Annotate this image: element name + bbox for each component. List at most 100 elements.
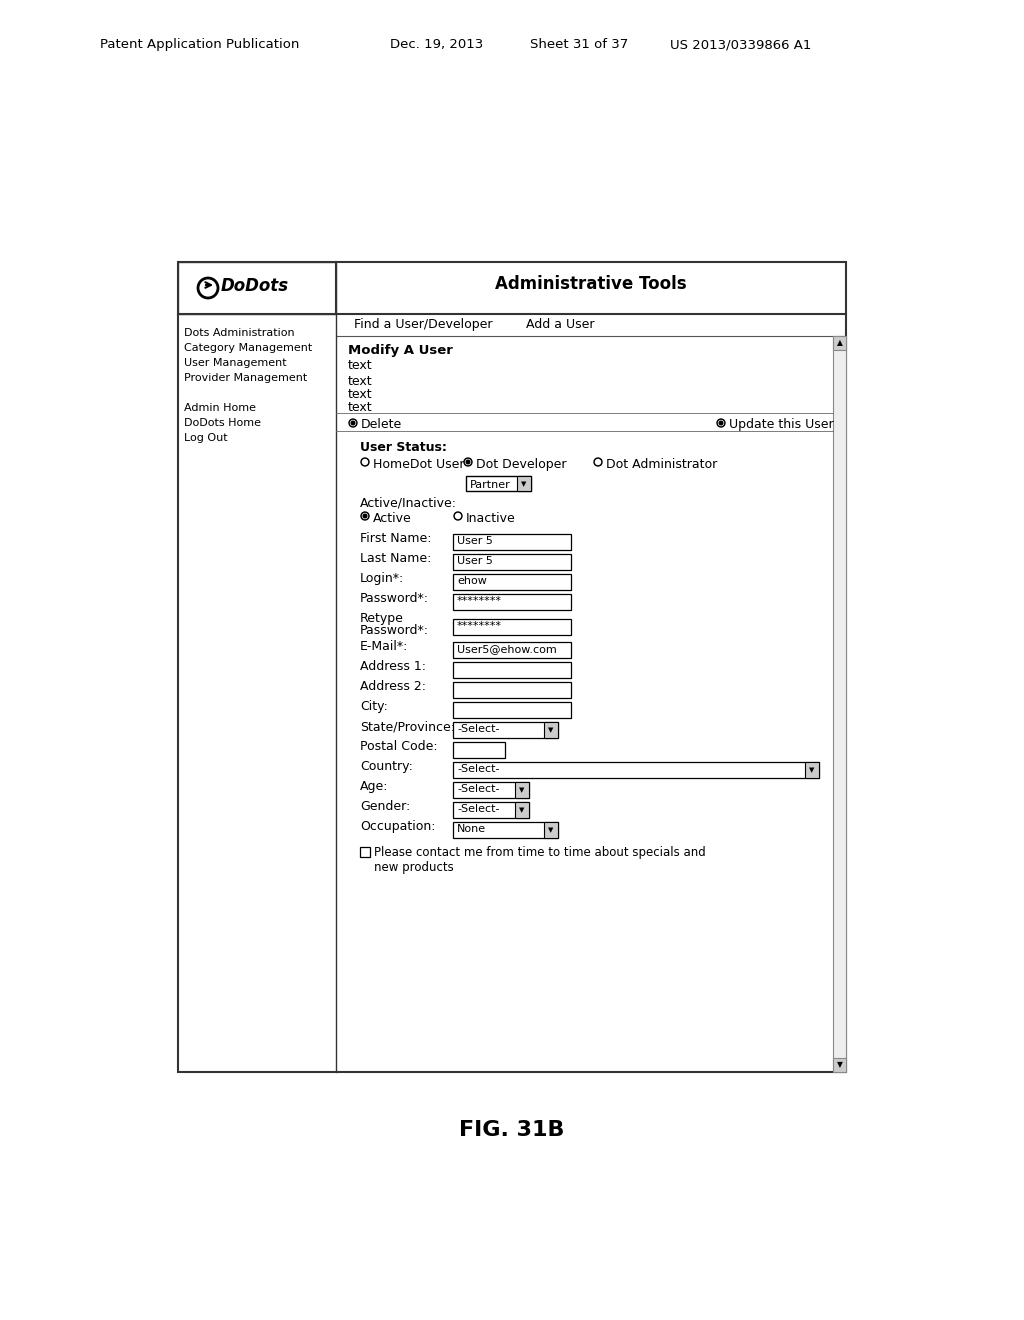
Circle shape: [596, 459, 600, 465]
Text: Dots Administration: Dots Administration: [184, 327, 295, 338]
Text: Password*:: Password*:: [360, 624, 429, 638]
Bar: [453, 722, 558, 738]
Bar: [544, 822, 558, 838]
Text: text: text: [348, 359, 373, 372]
Bar: [453, 663, 571, 678]
Bar: [453, 594, 571, 610]
Bar: [517, 477, 531, 491]
Text: Postal Code:: Postal Code:: [360, 741, 437, 752]
Bar: [453, 535, 571, 550]
Text: Last Name:: Last Name:: [360, 552, 431, 565]
Text: ▼: ▼: [837, 1060, 843, 1069]
Circle shape: [594, 458, 602, 466]
Text: -Select-: -Select-: [457, 804, 500, 814]
Bar: [833, 337, 846, 350]
Text: Login*:: Login*:: [360, 572, 404, 585]
Text: Find a User/Developer: Find a User/Developer: [354, 318, 493, 331]
Text: -Select-: -Select-: [457, 723, 500, 734]
Text: ▼: ▼: [521, 480, 526, 487]
Bar: [453, 702, 571, 718]
Circle shape: [454, 512, 462, 520]
Bar: [833, 1059, 846, 1072]
Text: Update this User: Update this User: [729, 418, 834, 432]
Circle shape: [719, 421, 723, 425]
Circle shape: [466, 461, 470, 463]
Bar: [805, 762, 819, 777]
Text: Sheet 31 of 37: Sheet 31 of 37: [530, 38, 629, 51]
Text: Please contact me from time to time about specials and
new products: Please contact me from time to time abou…: [374, 846, 706, 874]
Bar: [453, 619, 571, 635]
Text: First Name:: First Name:: [360, 532, 431, 545]
Text: ▼: ▼: [519, 787, 524, 793]
Text: Gender:: Gender:: [360, 800, 411, 813]
Text: Dec. 19, 2013: Dec. 19, 2013: [390, 38, 483, 51]
Bar: [453, 642, 571, 657]
Bar: [453, 781, 529, 799]
Text: ********: ********: [457, 597, 502, 606]
Circle shape: [364, 515, 367, 517]
Text: Category Management: Category Management: [184, 343, 312, 352]
Text: Admin Home: Admin Home: [184, 403, 256, 413]
Text: ▲: ▲: [837, 338, 843, 347]
Text: User 5: User 5: [457, 556, 493, 566]
Bar: [453, 803, 529, 818]
Text: HomeDot User: HomeDot User: [373, 458, 465, 471]
Circle shape: [351, 421, 354, 425]
Text: US 2013/0339866 A1: US 2013/0339866 A1: [670, 38, 811, 51]
Circle shape: [464, 458, 472, 466]
Text: Inactive: Inactive: [466, 512, 516, 525]
Bar: [453, 554, 571, 570]
Bar: [833, 337, 846, 1072]
Text: Dot Developer: Dot Developer: [476, 458, 566, 471]
Text: Age:: Age:: [360, 780, 388, 793]
Bar: [515, 781, 529, 799]
Bar: [453, 822, 558, 838]
Text: -Select-: -Select-: [457, 764, 500, 774]
Circle shape: [719, 421, 724, 425]
Text: Provider Management: Provider Management: [184, 374, 307, 383]
Text: User5@ehow.com: User5@ehow.com: [457, 644, 557, 653]
Text: ********: ********: [457, 620, 502, 631]
Bar: [453, 742, 505, 758]
Text: Password*:: Password*:: [360, 591, 429, 605]
Circle shape: [717, 418, 725, 426]
Text: Delete: Delete: [361, 418, 402, 432]
Text: User Management: User Management: [184, 358, 287, 368]
Text: None: None: [457, 824, 486, 834]
Circle shape: [466, 459, 470, 465]
Circle shape: [361, 512, 369, 520]
Bar: [453, 682, 571, 698]
Text: ▼: ▼: [809, 767, 815, 774]
Text: Patent Application Publication: Patent Application Publication: [100, 38, 299, 51]
Text: ▼: ▼: [519, 807, 524, 813]
Circle shape: [456, 513, 461, 519]
Circle shape: [362, 513, 368, 519]
Text: FIG. 31B: FIG. 31B: [459, 1119, 565, 1140]
Text: ▼: ▼: [548, 727, 554, 733]
Text: Address 1:: Address 1:: [360, 660, 426, 673]
Text: Modify A User: Modify A User: [348, 345, 453, 356]
Text: User 5: User 5: [457, 536, 493, 546]
Bar: [466, 477, 531, 491]
Bar: [360, 847, 370, 857]
Bar: [453, 762, 819, 777]
Circle shape: [350, 421, 355, 425]
Text: Partner: Partner: [470, 480, 511, 490]
Text: DoDots: DoDots: [221, 277, 289, 294]
Text: City:: City:: [360, 700, 388, 713]
Text: User Status:: User Status:: [360, 441, 446, 454]
Text: Add a User: Add a User: [526, 318, 595, 331]
Text: Dot Administrator: Dot Administrator: [606, 458, 717, 471]
Circle shape: [361, 458, 369, 466]
Text: text: text: [348, 375, 373, 388]
Text: Occupation:: Occupation:: [360, 820, 435, 833]
Text: -Select-: -Select-: [457, 784, 500, 795]
Bar: [178, 261, 336, 314]
Text: Retype: Retype: [360, 612, 403, 624]
Text: State/Province:: State/Province:: [360, 719, 455, 733]
Text: ehow: ehow: [457, 576, 486, 586]
Bar: [453, 574, 571, 590]
Text: Administrative Tools: Administrative Tools: [496, 275, 687, 293]
Text: ▼: ▼: [548, 828, 554, 833]
Text: text: text: [348, 401, 373, 414]
